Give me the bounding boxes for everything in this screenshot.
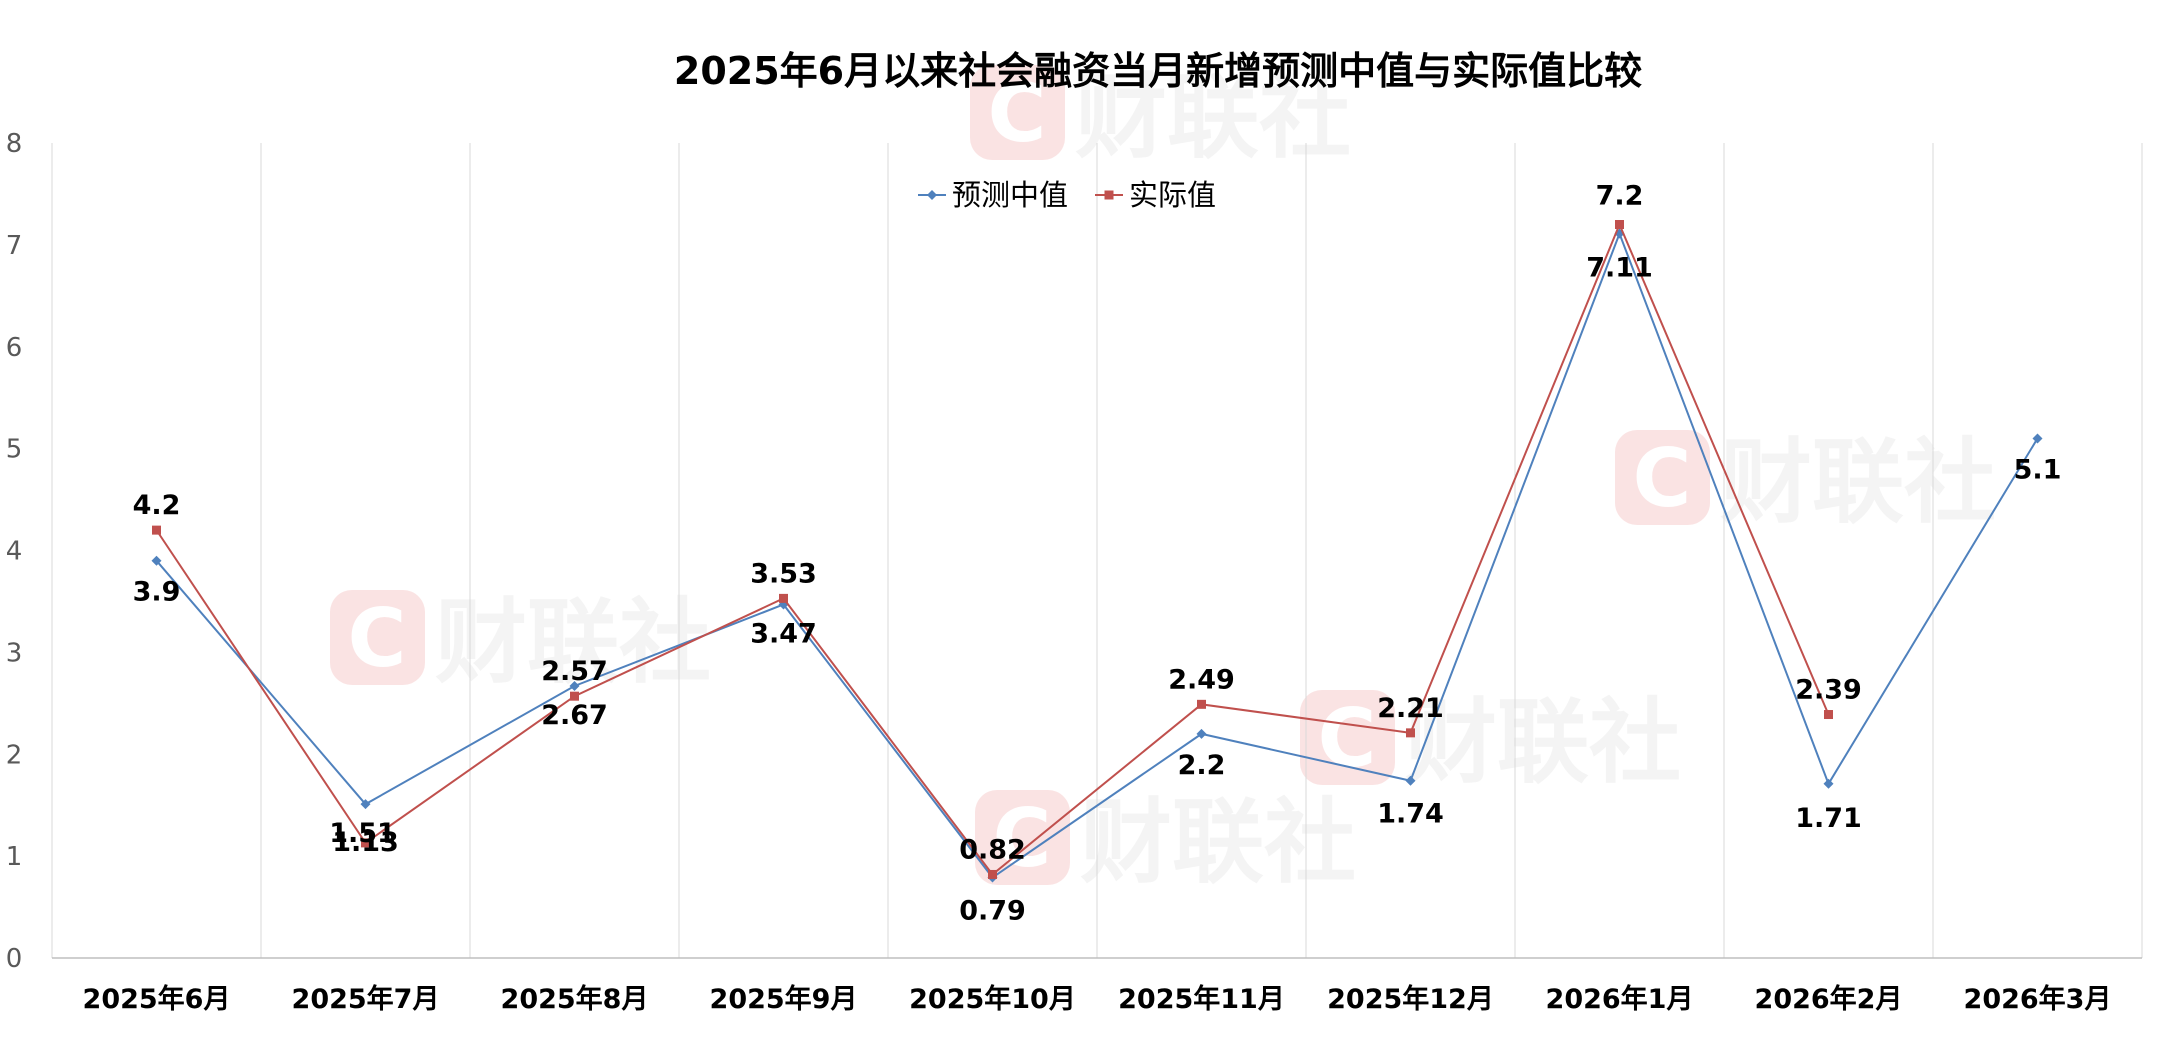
data-label: 2.39 [1795,675,1862,706]
svg-text:C: C [988,67,1047,160]
legend-item: 实际值 [1095,178,1216,212]
data-label: 1.74 [1377,799,1444,830]
watermark-logo: C 财联社 [1615,429,1996,536]
legend-label: 实际值 [1129,178,1216,212]
data-point [151,555,162,566]
watermark-text: 财联社 [1080,789,1356,896]
data-point [1406,728,1415,738]
data-point [988,869,997,879]
legend-item: 预测中值 [918,178,1068,212]
y-tick-label: 2 [6,740,23,770]
data-point [1196,728,1207,739]
data-label: 2.2 [1178,750,1226,781]
data-point [1197,699,1206,709]
data-point [360,799,371,810]
data-label: 1.51 [329,818,396,849]
x-tick-label: 2025年6月 [83,983,231,1015]
data-label: 3.53 [750,558,817,589]
data-label: 7.2 [1596,181,1644,212]
x-tick-label: 2025年11月 [1118,983,1285,1015]
data-point [2032,433,2043,444]
data-label: 2.49 [1168,664,1235,695]
data-label: 2.57 [541,656,608,687]
data-point [152,525,161,535]
y-tick-label: 4 [6,537,23,567]
data-label: 4.2 [133,490,181,521]
data-point [569,680,580,691]
svg-text:C: C [1318,692,1377,785]
data-point [1824,710,1833,720]
data-label: 7.11 [1586,253,1653,284]
series-line [155,230,2039,879]
data-point [1823,778,1834,789]
data-label: 3.47 [750,618,817,649]
data-point [361,838,370,848]
x-tick-label: 2025年12月 [1327,983,1494,1015]
svg-text:C: C [1633,432,1692,525]
axes: 0 1 2 3 4 5 6 7 8 2025年6月 2025年7月 2025年8月 2025年9月 202… [6,129,2142,1015]
data-label: 0.79 [959,896,1026,927]
x-tick-label: 2026年2月 [1755,983,1903,1015]
data-point [570,691,579,701]
x-tick-label: 2026年3月 [1964,983,2112,1015]
data-label: 2.21 [1377,693,1444,724]
data-point [779,593,788,603]
y-tick-label: 6 [6,333,23,363]
y-tick-label: 1 [6,842,23,872]
watermark-logo: C 财联社 [330,589,711,696]
x-tick-label: 2025年9月 [710,983,858,1015]
series-actual [152,220,1833,879]
y-tick-label: 8 [6,129,23,159]
y-tick-label: 5 [6,435,23,465]
y-tick-label: 7 [6,231,23,261]
data-point [1615,220,1624,229]
grid [51,143,2143,958]
chart-title: 2025年6月以来社会融资当月新增预测中值与实际值比较 [674,49,1642,93]
watermark-logo: C 财联社 [1300,689,1681,796]
data-label: 0.82 [959,834,1026,865]
data-label: 5.1 [2014,454,2062,485]
watermark-text: 财联社 [1720,429,1996,536]
watermark-text: 财联社 [1075,64,1351,171]
svg-text:C: C [348,592,407,685]
y-tick-label: 0 [6,944,23,974]
watermark-logo: C 财联社 [970,64,1351,171]
legend-label: 预测中值 [952,178,1068,212]
series-forecast [151,228,2043,883]
data-label: 3.9 [133,577,181,608]
data-point [1405,775,1416,786]
series-layer [151,220,2043,883]
x-tick-label: 2025年7月 [292,983,440,1015]
data-label: 2.67 [541,700,608,731]
x-tick-label: 2025年8月 [501,983,649,1015]
y-tick-label: 3 [6,638,23,668]
watermark-text: 财联社 [1405,689,1681,796]
data-label: 1.71 [1795,803,1862,834]
x-tick-label: 2026年1月 [1546,983,1694,1015]
watermark-text: 财联社 [435,589,711,696]
data-label: 1.13 [332,827,399,858]
data-labels: 3.9 1.51 2.67 3.47 0.79 2.2 1.74 7.11 1.71 5.1 4.2… [133,181,2062,927]
legend: 预测中值 实际值 [918,178,1216,212]
x-tick-label: 2025年10月 [909,983,1076,1015]
